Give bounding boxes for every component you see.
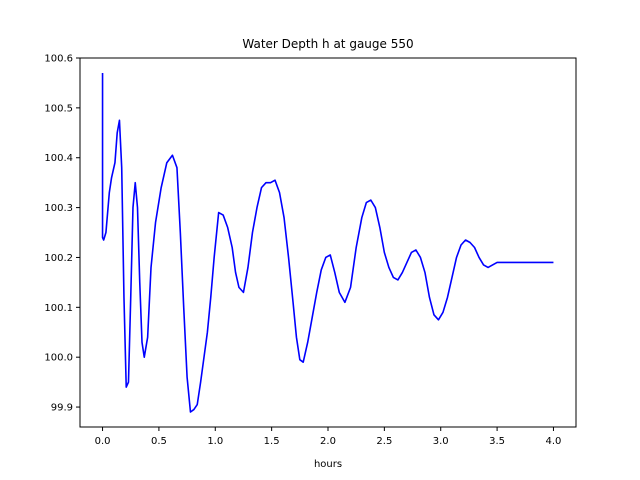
x-tick-label: 2.0: [320, 436, 336, 447]
y-tick-label: 100.6: [44, 54, 73, 65]
x-tick-label: 0.5: [151, 436, 167, 447]
plot-area: [101, 72, 554, 413]
x-tick-label: 2.5: [376, 436, 392, 447]
x-tick-label: 1.0: [207, 436, 223, 447]
series-line-0: [101, 72, 554, 413]
y-tick-label: 100.1: [44, 303, 73, 314]
x-tick-label: 3.0: [433, 436, 449, 447]
x-axis: 0.0 0.5 1.0 1.5 2.0 2.5 3.0 3.5 4.0: [95, 427, 562, 447]
y-tick-label: 100.4: [44, 153, 73, 164]
x-tick-label: 0.0: [95, 436, 111, 447]
y-tick-label: 100.0: [44, 353, 73, 364]
plot-frame: [79, 57, 577, 428]
chart-title: Water Depth h at gauge 550: [242, 37, 413, 51]
x-axis-label: hours: [314, 459, 342, 470]
x-tick-label: 4.0: [546, 436, 562, 447]
x-tick-label: 3.5: [489, 436, 505, 447]
y-tick-label: 100.3: [44, 203, 73, 214]
y-axis: 99.9 100.0 100.1 100.2 100.3 100.4 100.5 100.6: [44, 54, 80, 414]
y-tick-label: 99.9: [51, 403, 73, 414]
y-tick-label: 100.5: [44, 103, 73, 114]
x-tick-label: 1.5: [264, 436, 280, 447]
y-tick-label: 100.2: [44, 253, 73, 264]
